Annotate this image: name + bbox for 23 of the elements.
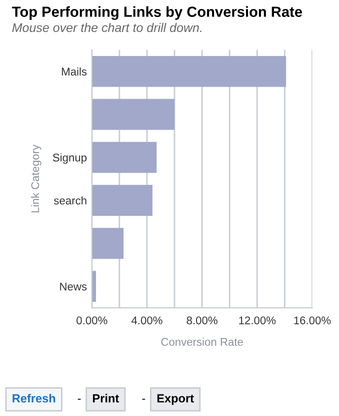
x-tick-label: 8.00% xyxy=(186,316,218,324)
y-tick-label: search xyxy=(54,196,86,205)
x-tick-label: 4.00% xyxy=(131,316,162,324)
bar xyxy=(92,98,174,130)
x-tick-label: 16.00% xyxy=(294,316,331,324)
bar xyxy=(92,56,286,87)
y-tick-label: Signup xyxy=(52,153,87,164)
x-axis-title: Conversion Rate xyxy=(161,338,243,346)
text: Export xyxy=(157,394,194,405)
bar xyxy=(92,228,124,259)
y-tick-label: News xyxy=(60,282,87,290)
text: Refresh xyxy=(12,394,56,403)
x-tick-label: 0.00% xyxy=(76,316,108,324)
text: Print xyxy=(92,394,119,403)
y-tick-label: Mails xyxy=(62,67,87,76)
chart-subtitle: Mouse over the chart to drill down. xyxy=(12,22,202,32)
x-tick-label: 12.00% xyxy=(239,316,276,324)
y-axis-title: Link Category xyxy=(30,144,42,212)
chart-title: Top Performing Links by Conversion Rate xyxy=(12,6,302,20)
bar xyxy=(92,142,157,173)
bar xyxy=(92,184,152,216)
text: - xyxy=(78,398,81,400)
text: - xyxy=(142,398,146,400)
